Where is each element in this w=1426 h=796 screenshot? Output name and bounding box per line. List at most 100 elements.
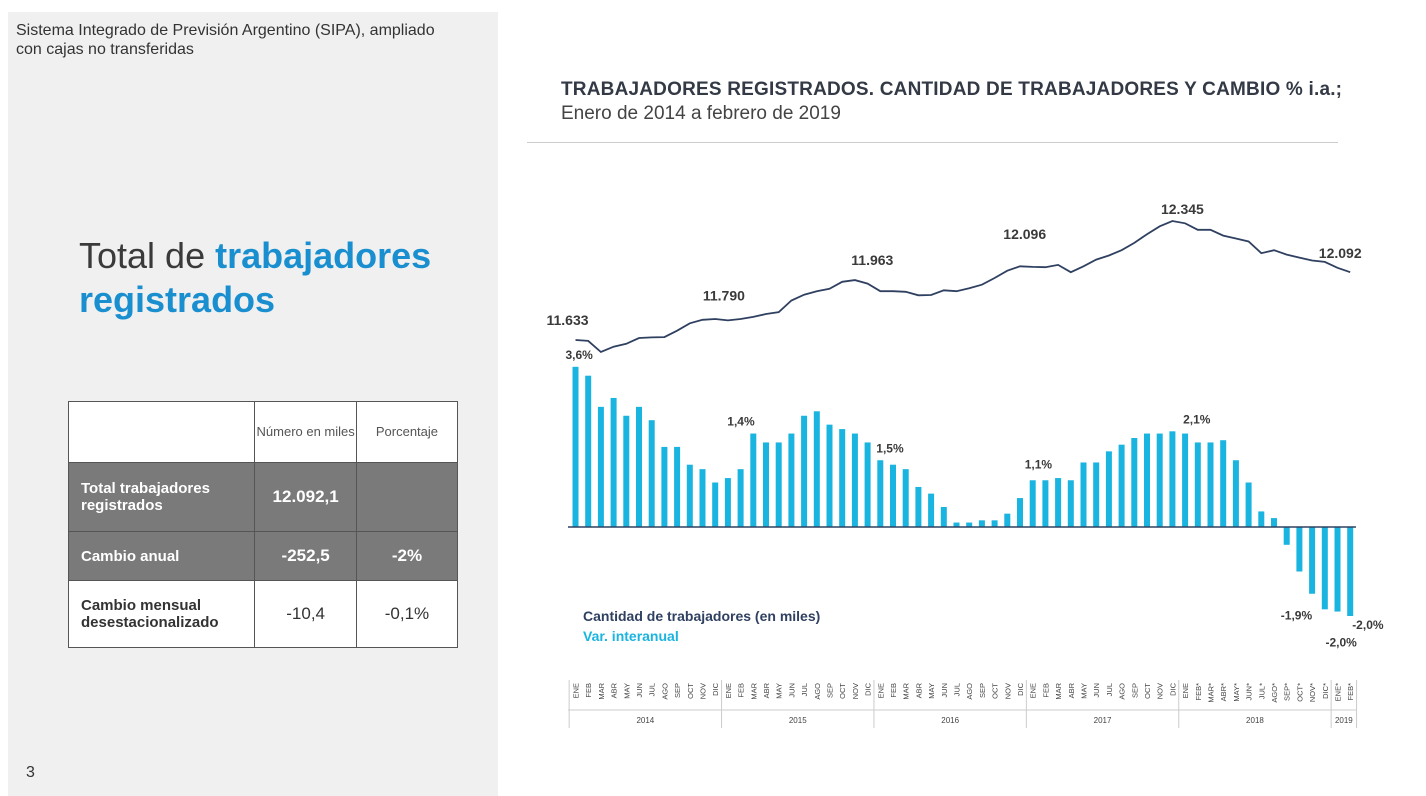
bar-var-interanual [1093, 462, 1100, 527]
data-label: 1,4% [727, 415, 755, 429]
x-tick-label: MAR [749, 682, 758, 699]
bar-var-interanual [851, 433, 858, 527]
year-label: 2015 [789, 716, 807, 725]
table-header-blank [67, 401, 256, 463]
bar-var-interanual [737, 469, 744, 527]
bar-var-interanual [636, 406, 642, 527]
series-line-trabajadores [575, 220, 1351, 354]
x-tick-label: FEB [737, 683, 746, 698]
x-tick-label: JUN [1092, 683, 1101, 698]
row-number: -10,4 [254, 580, 357, 648]
data-label: 11.963 [851, 252, 893, 268]
bar-var-interanual [953, 522, 960, 527]
bar-var-interanual [801, 415, 808, 527]
headline-prefix: Total de [79, 235, 216, 276]
data-label: 11.790 [703, 287, 745, 303]
bar-var-interanual [712, 482, 719, 527]
year-label: 2016 [941, 716, 959, 725]
bar-var-interanual [661, 446, 668, 527]
x-tick-label: ENE [572, 683, 581, 698]
x-tick-label: MAR [902, 682, 911, 699]
bar-var-interanual [1283, 527, 1290, 545]
title-divider [527, 142, 1338, 143]
x-tick-label: FEB* [1346, 683, 1355, 701]
bar-var-interanual [699, 469, 706, 527]
data-label: 1,5% [876, 441, 904, 455]
x-tick-label: MAY [927, 683, 936, 699]
x-tick-label: NOV [851, 683, 860, 699]
chart-title: TRABAJADORES REGISTRADOS. CANTIDAD DE TR… [561, 79, 1343, 100]
data-label: -2,0% [1352, 618, 1384, 632]
bar-var-interanual [788, 433, 795, 527]
bar-var-interanual [1245, 482, 1252, 527]
data-label: 11.633 [546, 312, 588, 328]
year-label: 2014 [636, 716, 654, 725]
row-label: Cambio mensual desestacionalizado [67, 580, 256, 648]
left-panel: Sistema Integrado de Previsión Argentino… [8, 12, 498, 796]
table-row: Cambio mensual desestacionalizado -10,4 … [67, 580, 459, 648]
row-percent: -0,1% [355, 580, 459, 648]
x-tick-label: JUN [940, 683, 949, 698]
bar-var-interanual [674, 446, 681, 527]
x-tick-label: ABR [762, 682, 771, 698]
x-tick-label: OCT [991, 683, 1000, 699]
row-label: Cambio anual [67, 531, 256, 581]
x-tick-label: MAY [622, 683, 631, 699]
row-percent [355, 462, 459, 532]
bar-var-interanual [978, 520, 985, 527]
data-label: 3,6% [566, 348, 594, 362]
legend-line-label: Cantidad de trabajadores (en miles) [583, 608, 820, 624]
summary-table: Número en miles Porcentaje Total trabaja… [67, 401, 459, 648]
row-label: Total trabajadores registrados [67, 462, 256, 532]
x-tick-label: AGO [965, 683, 974, 700]
bar-var-interanual [991, 520, 998, 527]
bar-var-interanual [1055, 478, 1062, 527]
bar-var-interanual [610, 397, 617, 527]
bar-var-interanual [1029, 480, 1036, 527]
x-tick-label: MAR [1054, 682, 1063, 699]
bar-var-interanual [1017, 498, 1023, 527]
bar-var-interanual [686, 464, 693, 527]
x-tick-label: DIC [864, 682, 873, 696]
x-tick-label: ABR [914, 682, 923, 698]
x-tick-label: FEB* [1194, 683, 1203, 701]
bar-var-interanual [572, 366, 579, 527]
bar-var-interanual [902, 469, 909, 527]
bar-var-interanual [1105, 451, 1112, 527]
x-tick-label: AGO [1118, 683, 1127, 700]
chart-subtitle: Enero de 2014 a febrero de 2019 [561, 103, 841, 124]
x-tick-label: DIC* [1321, 683, 1330, 699]
page-number: 3 [26, 764, 35, 781]
bar-var-interanual [1042, 480, 1049, 527]
x-tick-label: JUL [953, 683, 962, 696]
bar-var-interanual [1258, 511, 1265, 527]
year-label: 2018 [1246, 716, 1264, 725]
data-label: 12.096 [1003, 226, 1046, 242]
x-tick-label: ENE [724, 683, 733, 698]
bar-var-interanual [1169, 431, 1176, 527]
bar-var-interanual [813, 411, 820, 527]
bar-var-interanual [1347, 527, 1354, 616]
data-label: 2,1% [1183, 413, 1211, 427]
table-header-percent: Porcentaje [355, 401, 459, 463]
bar-var-interanual [597, 406, 604, 527]
data-label: -1,9% [1281, 608, 1313, 622]
bar-var-interanual [1232, 460, 1239, 527]
data-label: -2,0% [1326, 636, 1358, 650]
x-tick-label: ABR* [1219, 683, 1228, 701]
bar-var-interanual [890, 464, 896, 527]
bar-var-interanual [585, 375, 592, 527]
x-tick-label: OCT [838, 683, 847, 699]
bar-var-interanual [763, 442, 769, 527]
bar-var-interanual [1131, 438, 1138, 527]
x-tick-label: JUN* [1245, 683, 1254, 701]
bar-var-interanual [826, 424, 833, 527]
x-tick-label: NOV [1156, 683, 1165, 699]
bar-var-interanual [1004, 513, 1011, 527]
x-tick-label: NOV* [1308, 683, 1317, 702]
x-tick-label: FEB [584, 683, 593, 698]
row-percent: -2% [355, 531, 459, 581]
x-tick-label: FEB [1041, 683, 1050, 698]
headline: Total de trabajadores registrados [79, 234, 479, 322]
